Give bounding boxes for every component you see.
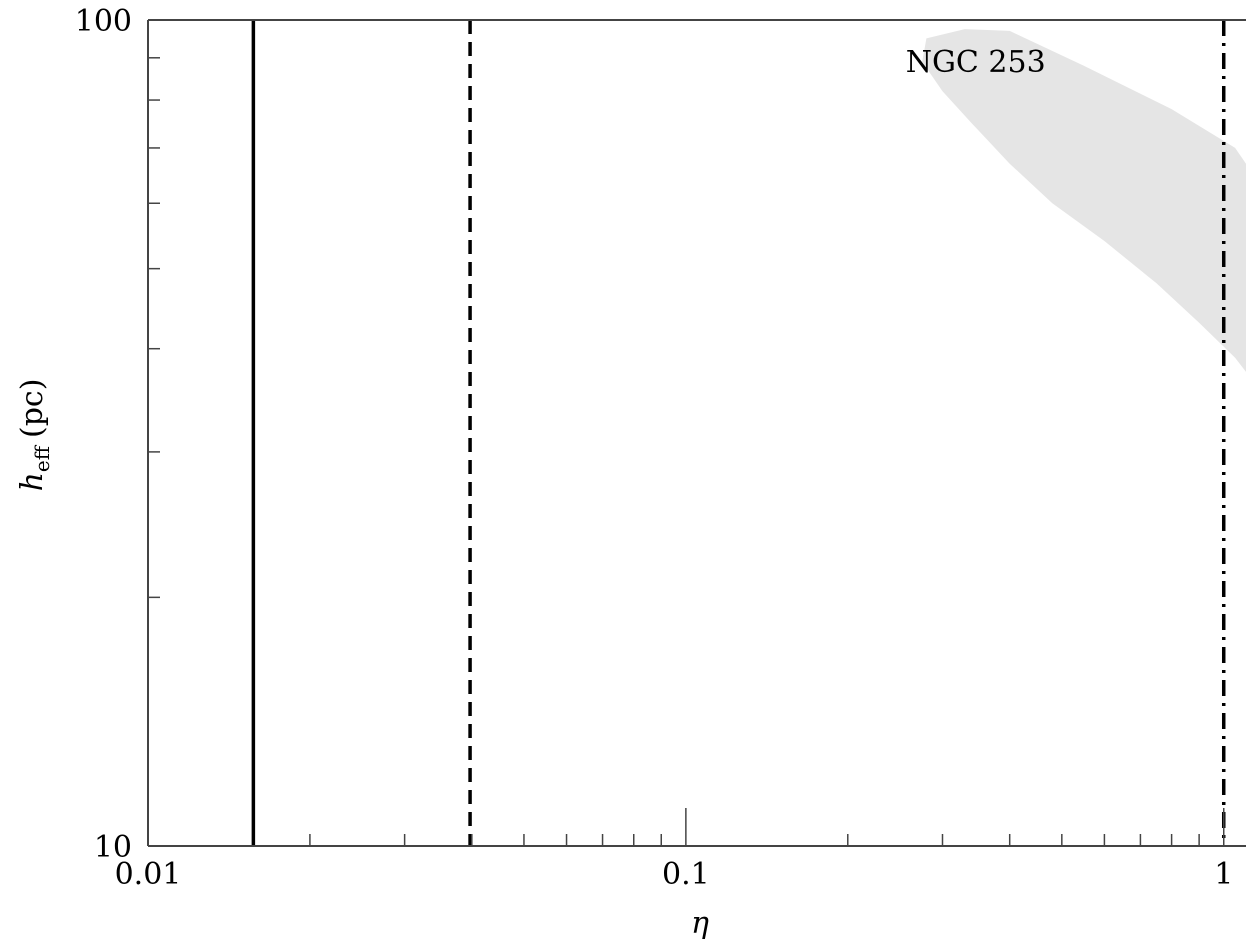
axes-layer <box>147 19 1246 847</box>
x-axis-title: η <box>691 906 709 941</box>
vertical-lines-layer <box>251 20 1226 846</box>
y-axis-subscript: eff <box>30 444 54 472</box>
labels-layer: 0.01 0.1 1 10 100 <box>75 4 1234 892</box>
y-axis-title: heff (pc) <box>15 379 54 492</box>
ngc253-region <box>922 29 1246 372</box>
y-axis-symbol: h <box>15 472 50 491</box>
region-label-ngc253: NGC 253 <box>906 45 1046 80</box>
y-tick-label: 100 <box>75 4 132 39</box>
x-tick-label: 1 <box>1214 857 1233 892</box>
y-tick-label: 10 <box>94 830 132 865</box>
ngc253-region-layer <box>922 29 1246 372</box>
x-tick-label: 0.01 <box>115 857 182 892</box>
y-axis-unit: (pc) <box>15 379 50 438</box>
x-tick-label: 0.1 <box>662 857 710 892</box>
